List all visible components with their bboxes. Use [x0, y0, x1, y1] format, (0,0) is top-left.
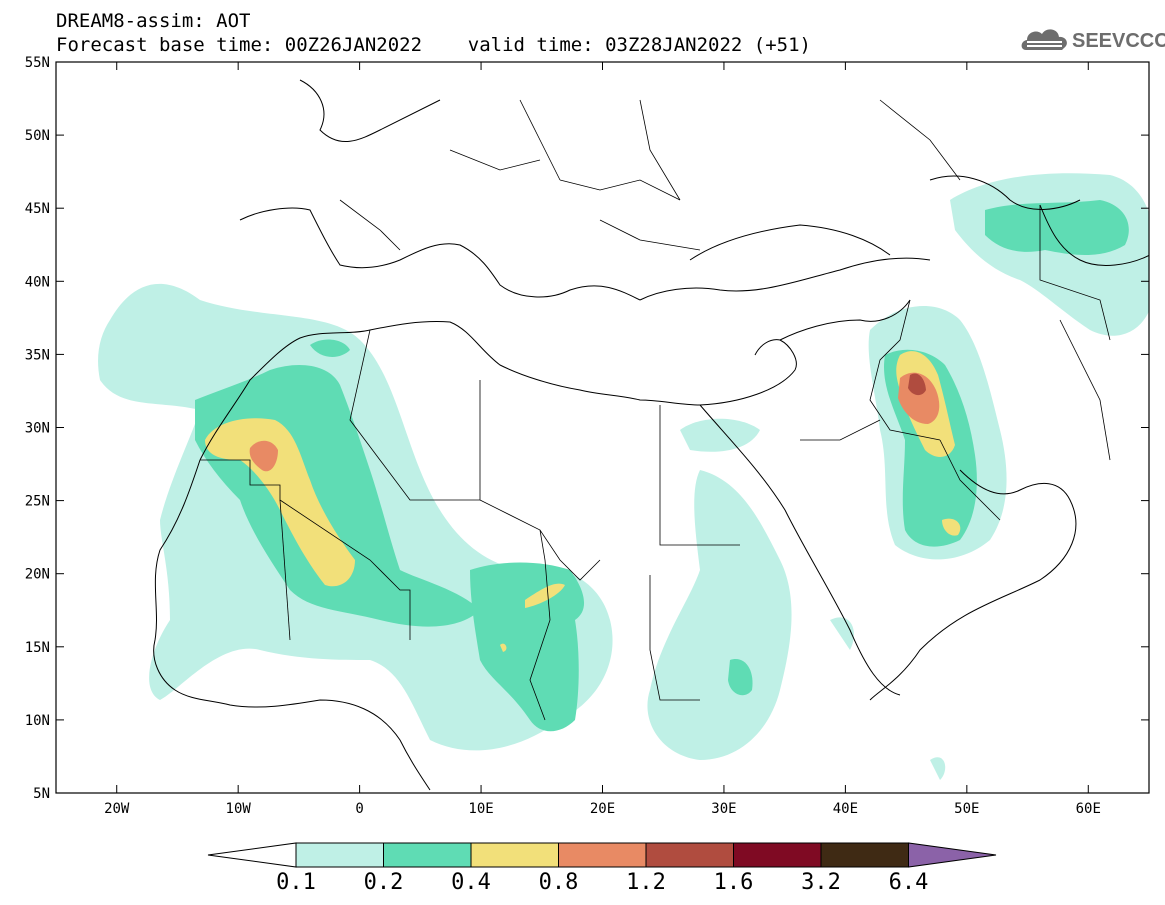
- lat-tick-label: 45N: [25, 201, 50, 217]
- colorbar-label: 6.4: [889, 870, 929, 895]
- lat-tick-label: 40N: [25, 274, 50, 290]
- lon-tick-label: 10E: [468, 801, 493, 817]
- aot-field: [98, 173, 1149, 780]
- colorbar-label: 0.4: [451, 870, 491, 895]
- logo-text: SEEVCCC: [1072, 30, 1165, 52]
- colorbar-swatch: [820, 842, 909, 868]
- colorbar: 0.1 0.2 0.4 0.8 1.2 1.6 3.2 6.4: [207, 842, 997, 895]
- lat-tick-label: 5N: [33, 786, 50, 802]
- lon-tick-label: 20W: [104, 801, 130, 817]
- lat-tick-label: 10N: [25, 713, 50, 729]
- map-title: DREAM8-assim: AOT: [56, 10, 251, 32]
- lat-tick-label: 25N: [25, 494, 50, 510]
- lon-tick-label: 30E: [711, 801, 736, 817]
- colorbar-label: 0.2: [364, 870, 404, 895]
- lat-tick-label: 55N: [25, 55, 50, 71]
- latitude-axis: 55N 50N 45N 40N 35N 30N 25N 20N 15N 10N 5N: [25, 55, 1149, 802]
- lat-tick-label: 35N: [25, 347, 50, 363]
- colorbar-label: 0.1: [276, 870, 316, 895]
- forecast-time-line: Forecast base time: 00Z26JAN2022 valid t…: [56, 34, 811, 56]
- aot-level-1.2: [908, 373, 926, 396]
- lat-tick-label: 20N: [25, 567, 50, 583]
- colorbar-swatch: [383, 842, 472, 868]
- country-borders: [200, 99, 1111, 721]
- colorbar-swatch: [733, 842, 822, 868]
- coastlines: [153, 79, 1149, 791]
- aot-level-0.8: [249, 372, 940, 472]
- colorbar-label: 0.8: [539, 870, 579, 895]
- lat-tick-label: 15N: [25, 640, 50, 656]
- lon-tick-label: 0: [355, 801, 363, 817]
- lon-tick-label: 60E: [1076, 801, 1101, 817]
- lon-tick-label: 10W: [226, 801, 252, 817]
- lon-tick-label: 20E: [590, 801, 615, 817]
- longitude-axis: 20W 10W 0 10E 20E 30E 40E 50E 60E: [104, 62, 1101, 817]
- lon-tick-label: 40E: [833, 801, 858, 817]
- colorbar-swatch: [295, 842, 384, 868]
- colorbar-under-triangle: [207, 842, 297, 868]
- cloud-icon: [1021, 29, 1067, 50]
- colorbar-label: 1.2: [626, 870, 666, 895]
- colorbar-swatch: [645, 842, 734, 868]
- colorbar-label: 3.2: [801, 870, 841, 895]
- lat-tick-label: 30N: [25, 421, 50, 437]
- colorbar-over-triangle: [908, 842, 997, 868]
- lat-tick-label: 50N: [25, 128, 50, 144]
- colorbar-swatch: [558, 842, 647, 868]
- colorbar-swatch: [470, 842, 559, 868]
- seevccc-logo: SEEVCCC: [1018, 24, 1165, 56]
- colorbar-label: 1.6: [714, 870, 754, 895]
- lon-tick-label: 50E: [954, 801, 979, 817]
